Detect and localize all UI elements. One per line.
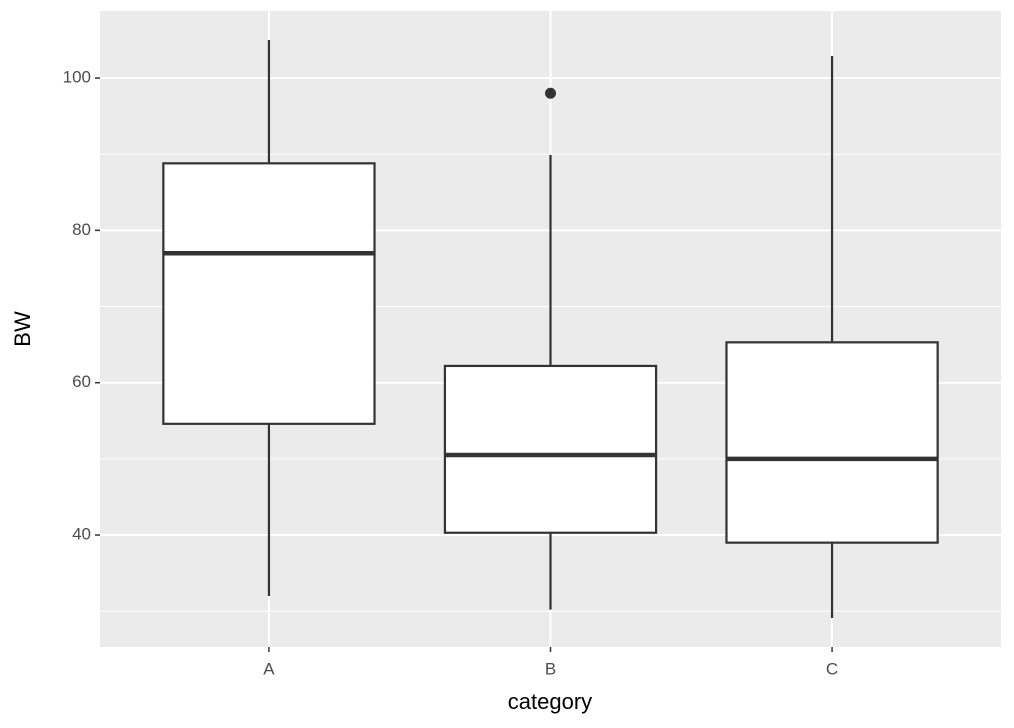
y-axis-title: BW bbox=[10, 311, 35, 347]
box bbox=[162, 162, 376, 425]
x-tick-label: A bbox=[263, 659, 275, 678]
x-tick-label: C bbox=[826, 659, 838, 678]
y-tick-label: 100 bbox=[63, 68, 91, 87]
y-tick-label: 60 bbox=[72, 372, 91, 391]
box bbox=[443, 364, 658, 534]
box bbox=[725, 341, 939, 544]
outlier bbox=[545, 87, 556, 99]
x-axis-title: category bbox=[508, 689, 592, 714]
y-tick-label: 80 bbox=[72, 220, 91, 239]
y-tick-label: 40 bbox=[72, 525, 91, 544]
x-tick-label: B bbox=[545, 659, 556, 678]
